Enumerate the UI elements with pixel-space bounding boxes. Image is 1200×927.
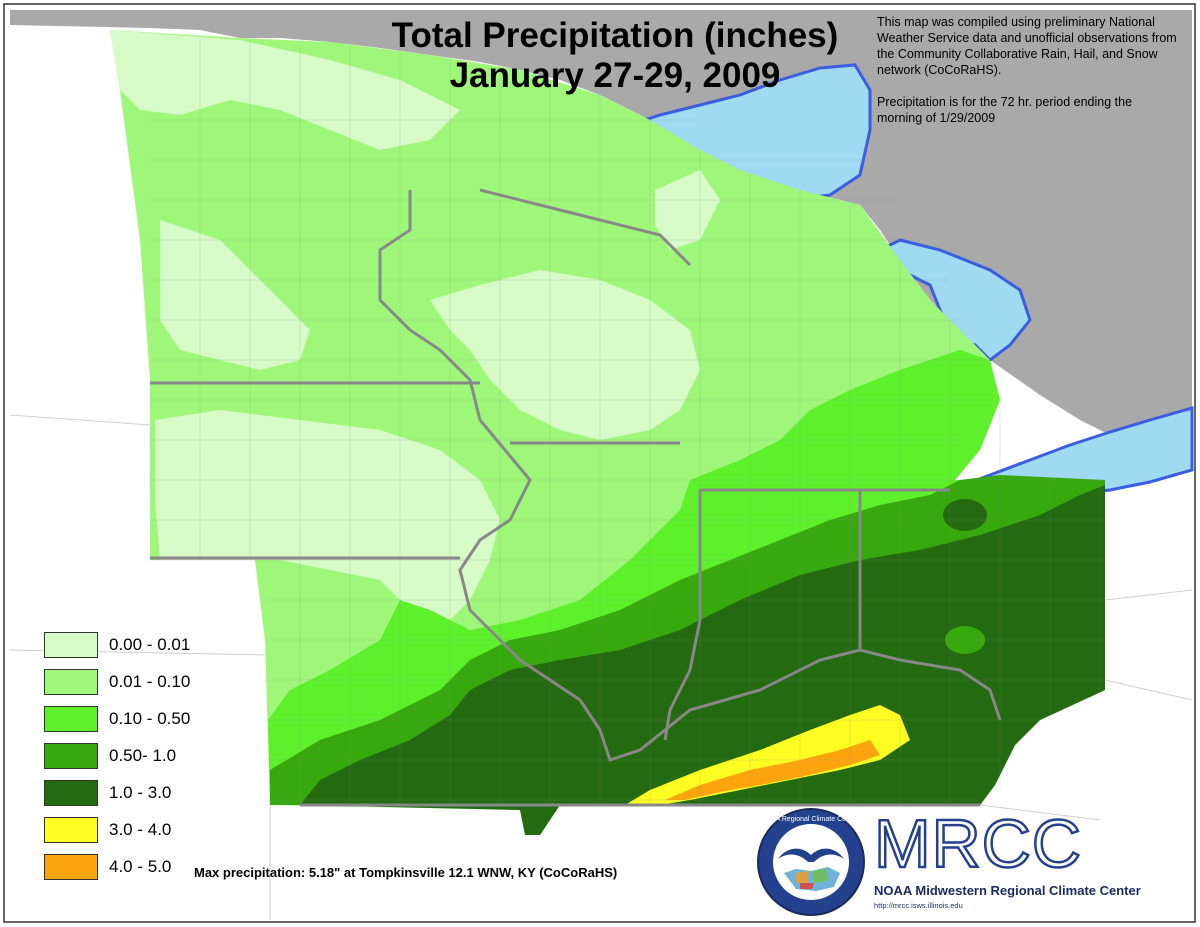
outside-land-north bbox=[10, 10, 1192, 470]
legend-swatch bbox=[44, 817, 98, 843]
legend-label: 3.0 - 4.0 bbox=[109, 820, 172, 839]
mrcc-full-name: NOAA Midwestern Regional Climate Center bbox=[874, 883, 1141, 898]
legend-swatch bbox=[44, 706, 98, 732]
legend-swatch bbox=[44, 854, 98, 880]
legend-swatch bbox=[44, 632, 98, 658]
legend-swatch bbox=[44, 780, 98, 806]
legend-label: 1.0 - 3.0 bbox=[109, 783, 172, 802]
legend-swatch bbox=[44, 743, 98, 769]
legend-item: 0.50- 1.0 bbox=[44, 743, 744, 771]
band-0.00-0.01-iowa bbox=[155, 410, 500, 620]
band-0.00-0.01-wi bbox=[430, 270, 700, 440]
band-1.0-3.0 bbox=[300, 485, 1105, 835]
legend-item: 0.10 - 0.50 bbox=[44, 706, 744, 734]
map-note: This map was compiled using preliminary … bbox=[877, 14, 1177, 142]
mrcc-wordmark: MRCC bbox=[873, 806, 1082, 882]
legend-item: 0.01 - 0.10 bbox=[44, 669, 744, 697]
border-ia-il bbox=[458, 419, 532, 662]
note-period: Precipitation is for the 72 hr. period e… bbox=[877, 95, 1133, 125]
border-mn-wi bbox=[378, 190, 482, 421]
band-3.0-4.0 bbox=[625, 705, 910, 805]
legend-item: 4.0 - 5.0 bbox=[44, 854, 744, 882]
band-1.0-3.0-spot bbox=[943, 499, 987, 531]
precip-bands bbox=[110, 30, 1105, 835]
legend-label: 0.01 - 0.10 bbox=[109, 672, 191, 691]
band-0.00-0.01-ne bbox=[655, 170, 720, 250]
border-wi-mi bbox=[479, 188, 692, 267]
band-0.00-0.01-mn bbox=[160, 220, 310, 370]
border-ohio-river bbox=[519, 648, 1002, 762]
legend-swatch bbox=[44, 669, 98, 695]
legend-item: 3.0 - 4.0 bbox=[44, 817, 744, 845]
state-borders bbox=[150, 188, 1002, 807]
legend-label: 4.0 - 5.0 bbox=[109, 857, 172, 876]
map-title-line1: Total Precipitation (inches) bbox=[391, 16, 839, 55]
noaa-rcc-seal-icon: NOAA Regional Climate Centers bbox=[757, 808, 865, 916]
map-title-line2: January 27-29, 2009 bbox=[449, 56, 781, 95]
band-0.50-1.0-spot bbox=[945, 626, 985, 654]
max-precipitation-note: Max precipitation: 5.18" at Tompkinsvill… bbox=[194, 865, 618, 880]
legend-item: 1.0 - 3.0 bbox=[44, 780, 744, 808]
legend-label: 0.10 - 0.50 bbox=[109, 709, 191, 728]
note-data-sources: This map was compiled using preliminary … bbox=[877, 15, 1177, 77]
legend-label: 0.50- 1.0 bbox=[109, 746, 177, 765]
border-il-in bbox=[663, 490, 702, 741]
legend-label: 0.00 - 0.01 bbox=[109, 635, 191, 654]
mrcc-url: http://mrcc.isws.illinois.edu bbox=[874, 901, 963, 910]
seal-text: NOAA Regional Climate Centers bbox=[760, 816, 862, 823]
band-0.00-0.01-north bbox=[110, 30, 460, 150]
neighbor-outlines bbox=[9, 414, 1193, 920]
legend-item: 0.00 - 0.01 bbox=[44, 632, 744, 660]
band-4.0-5.0 bbox=[665, 740, 880, 800]
